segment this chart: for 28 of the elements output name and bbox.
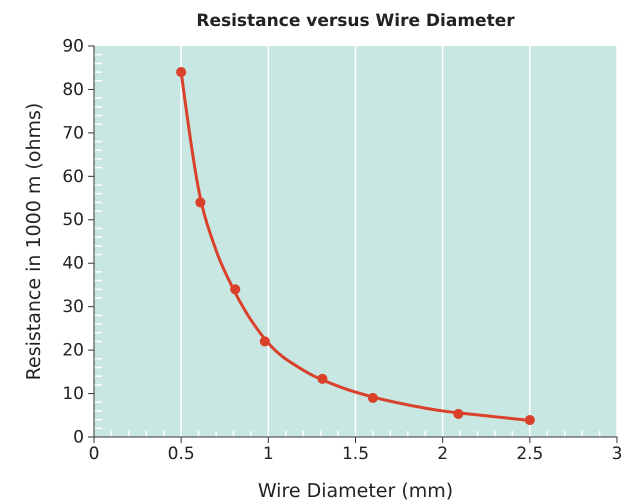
- y-tick-label: 70: [62, 123, 84, 144]
- point: [524, 415, 535, 426]
- chart-title: Resistance versus Wire Diameter: [196, 11, 516, 31]
- point: [230, 284, 240, 294]
- y-tick-label: 60: [62, 166, 84, 187]
- y-tick-label: 10: [62, 384, 84, 404]
- y-axis-title: Resistance in 1000 m (ohms): [23, 102, 45, 380]
- y-tick-label: 30: [62, 297, 84, 318]
- x-axis-title: Wire Diameter (mm): [258, 480, 454, 502]
- x-tick-label: 1: [262, 444, 274, 464]
- y-tick-label: 50: [62, 210, 84, 230]
- point: [453, 408, 464, 420]
- x-tick-label: 2: [437, 444, 448, 464]
- x-tick-label: 0: [88, 444, 100, 464]
- y-tick-label: 80: [62, 80, 84, 100]
- point: [195, 197, 206, 208]
- y-tick-label: 20: [62, 340, 84, 361]
- x-tick-label: 2.5: [516, 444, 544, 464]
- x-tick-label: 0.5: [168, 444, 195, 464]
- point: [260, 336, 270, 346]
- point: [368, 392, 378, 403]
- x-tick-label: 1.5: [342, 444, 370, 464]
- y-tick-label: 40: [62, 254, 84, 274]
- point: [317, 374, 328, 384]
- y-tick-label: 0: [73, 427, 84, 448]
- y-tick-label: 90: [62, 36, 84, 56]
- point: [176, 67, 186, 78]
- x-tick-label: 3: [612, 444, 622, 464]
